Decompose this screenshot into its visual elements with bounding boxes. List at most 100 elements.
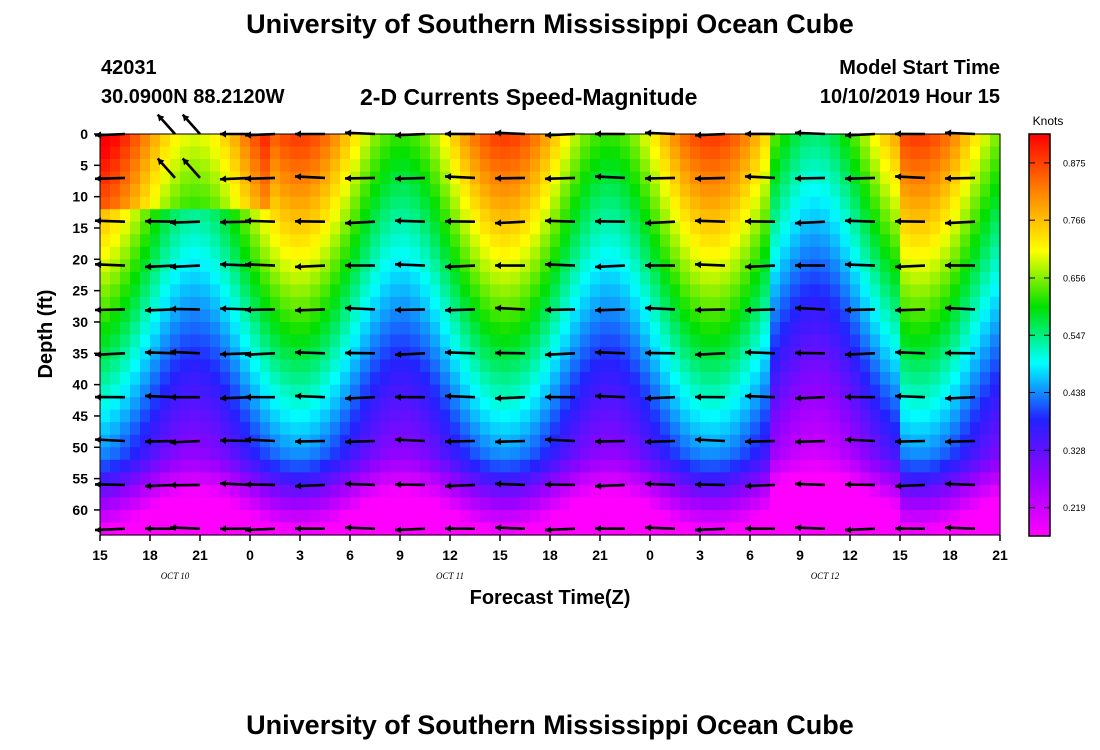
heatmap-cell — [550, 459, 561, 473]
heatmap-cell — [780, 184, 791, 198]
current-vector-head — [545, 393, 551, 401]
heatmap-cell — [850, 221, 861, 235]
heatmap-cell — [520, 209, 531, 223]
heatmap-cell — [640, 397, 651, 411]
heatmap-cell — [580, 334, 591, 348]
heatmap-cell — [890, 296, 901, 311]
heatmap-cell — [290, 171, 301, 185]
heatmap-cell — [980, 171, 991, 185]
y-tick-label: 15 — [72, 220, 88, 236]
heatmap-cell — [770, 209, 781, 223]
heatmap-cell — [240, 372, 251, 386]
heatmap-cell — [530, 372, 541, 386]
heatmap-cell — [870, 134, 881, 148]
heatmap-cell — [690, 372, 701, 386]
heatmap-cell — [580, 259, 591, 273]
heatmap-cell — [800, 221, 811, 235]
heatmap-cell — [890, 334, 901, 348]
heatmap-cell — [450, 472, 461, 486]
heatmap-cell — [360, 196, 371, 210]
heatmap-cell — [700, 472, 711, 486]
current-vector-head — [845, 306, 852, 314]
heatmap-cell — [980, 134, 991, 148]
heatmap-cell — [720, 384, 731, 398]
heatmap-cell — [720, 209, 731, 223]
heatmap-cell — [120, 497, 131, 511]
heatmap-cell — [710, 409, 721, 423]
heatmap-cell — [580, 146, 591, 160]
heatmap-cell — [270, 146, 281, 160]
heatmap-cell — [820, 309, 831, 323]
heatmap-cell — [440, 334, 451, 348]
heatmap-cell — [230, 271, 241, 285]
heatmap-cell — [200, 221, 211, 235]
heatmap-cell — [900, 309, 911, 323]
heatmap-cell — [740, 359, 751, 373]
heatmap-cell — [430, 271, 441, 285]
heatmap-cell — [400, 321, 411, 336]
heatmap-cell — [760, 334, 771, 348]
heatmap-cell — [820, 296, 831, 311]
heatmap-cell — [630, 472, 641, 486]
heatmap-cell — [470, 397, 481, 411]
heatmap-cell — [630, 284, 641, 298]
heatmap-cell — [780, 347, 791, 361]
heatmap-cell — [160, 472, 171, 486]
current-vector-head — [145, 217, 152, 225]
current-vector-head — [445, 217, 452, 225]
heatmap-cell — [710, 472, 721, 486]
heatmap-cell — [260, 146, 271, 160]
heatmap-cell — [880, 484, 891, 499]
heatmap-cell — [870, 246, 881, 260]
heatmap-cell — [890, 209, 901, 223]
current-vector-head — [545, 175, 552, 183]
heatmap-cell — [660, 497, 671, 511]
heatmap-cell — [280, 321, 291, 336]
heatmap-cell — [260, 234, 271, 248]
heatmap-cell — [280, 497, 291, 511]
heatmap-cell — [350, 459, 361, 473]
heatmap-cell — [470, 321, 481, 336]
heatmap-cell — [450, 271, 461, 285]
heatmap-cell — [860, 284, 871, 298]
heatmap-cell — [280, 146, 291, 160]
heatmap-cell — [120, 209, 131, 223]
heatmap-cell — [330, 309, 341, 323]
heatmap-cell — [600, 459, 611, 473]
heatmap-cell — [560, 447, 571, 461]
heatmap-cell — [750, 447, 761, 461]
heatmap-cell — [970, 372, 981, 386]
heatmap-cell — [880, 171, 891, 185]
heatmap-cell — [800, 359, 811, 373]
heatmap-cell — [670, 259, 681, 273]
current-vector-head — [745, 392, 752, 400]
heatmap-cell — [410, 234, 421, 248]
heatmap-cell — [190, 271, 201, 285]
heatmap-cell — [580, 497, 591, 511]
heatmap-cell — [200, 196, 211, 210]
heatmap-cell — [670, 359, 681, 373]
heatmap-cell — [190, 372, 201, 386]
heatmap-cell — [720, 334, 731, 348]
heatmap-cell — [390, 509, 401, 524]
heatmap-cell — [360, 134, 371, 148]
heatmap-cell — [290, 296, 301, 311]
heatmap-cell — [930, 271, 941, 285]
heatmap-cell — [480, 422, 491, 436]
heatmap-cell — [660, 472, 671, 486]
heatmap-cell — [370, 171, 381, 185]
heatmap-cell — [780, 497, 791, 511]
heatmap-cell — [210, 409, 221, 423]
heatmap-cell — [230, 221, 241, 235]
heatmap-cell — [680, 184, 691, 198]
heatmap-cell — [370, 209, 381, 223]
heatmap-cell — [720, 321, 731, 336]
heatmap-cell — [270, 184, 281, 198]
heatmap-cell — [310, 246, 321, 260]
heatmap-cell — [850, 472, 861, 486]
heatmap-cell — [130, 284, 141, 298]
heatmap-cell — [910, 397, 921, 411]
heatmap-cell — [690, 284, 701, 298]
heatmap-cell — [720, 347, 731, 361]
heatmap-cell — [530, 209, 541, 223]
